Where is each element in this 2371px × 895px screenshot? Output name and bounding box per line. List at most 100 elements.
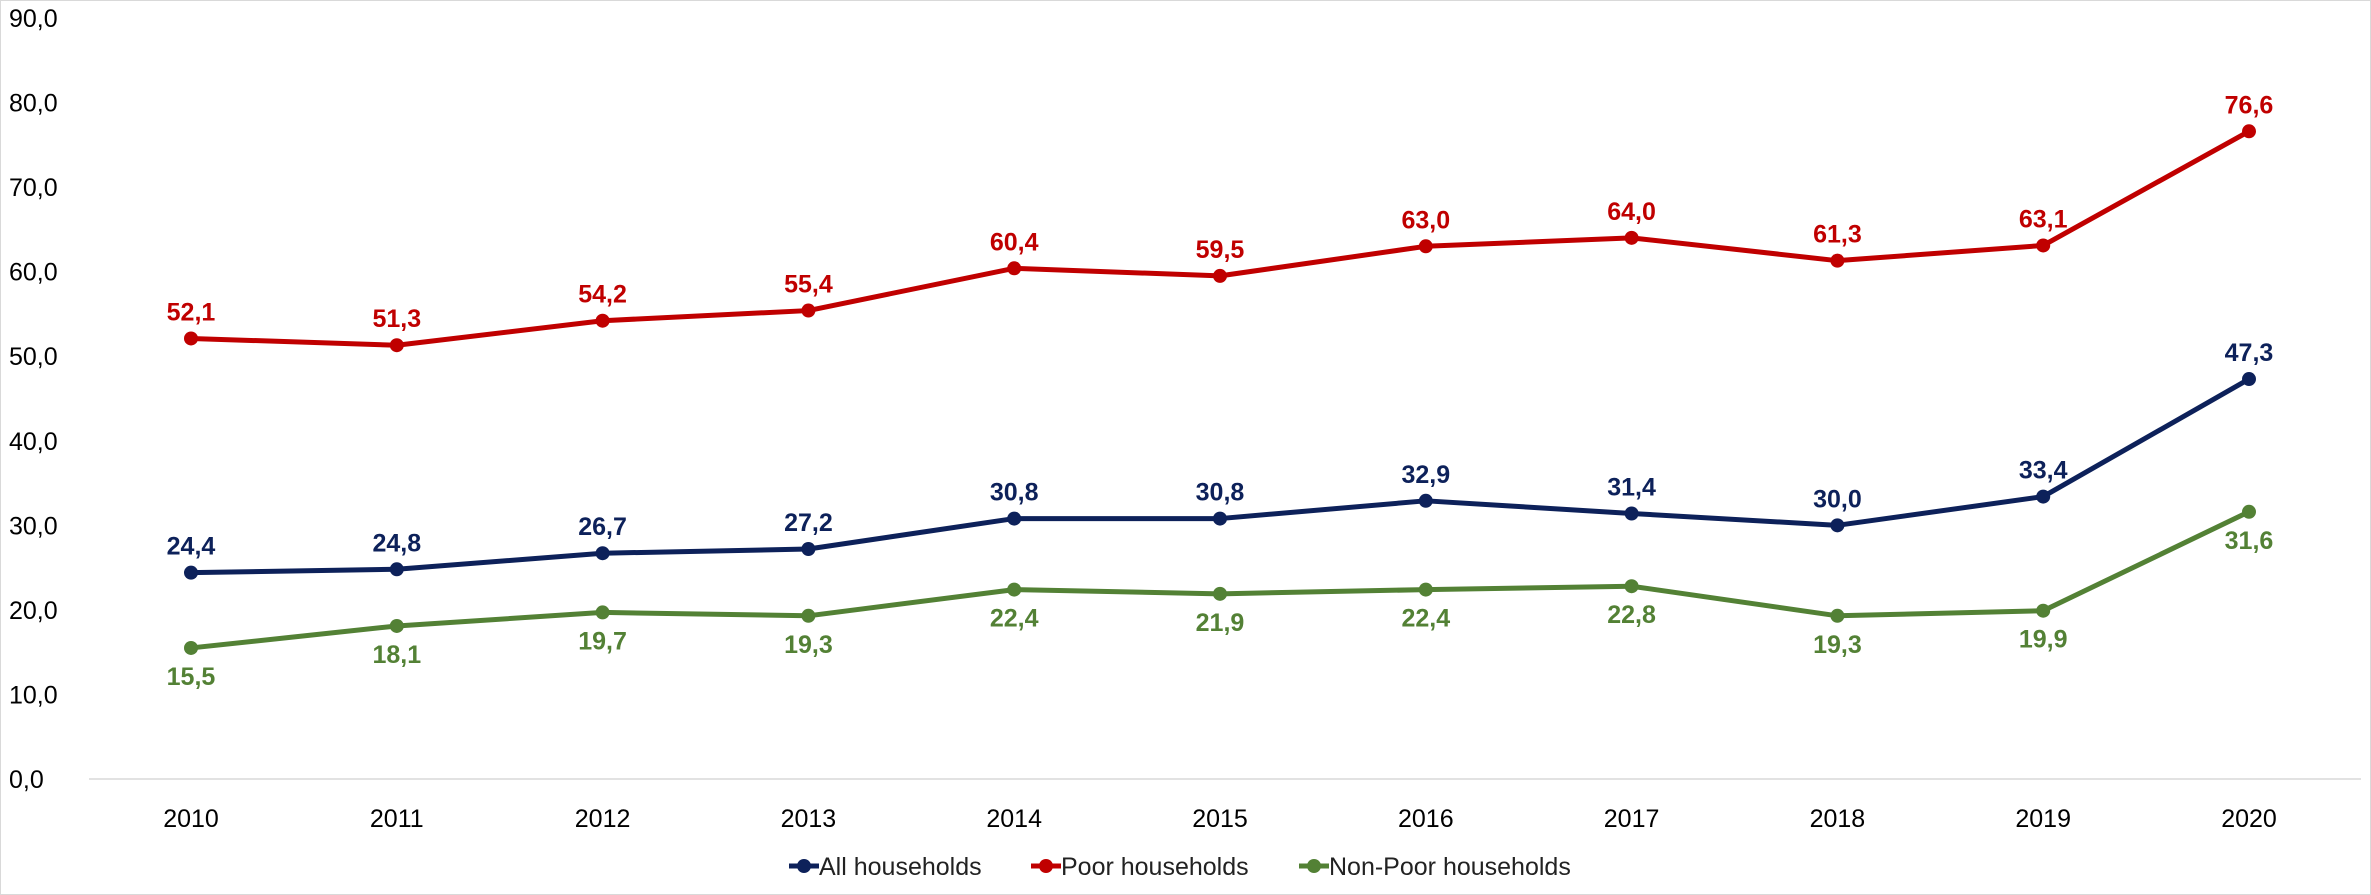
data-point[interactable]	[2242, 504, 2256, 519]
series-non-poor-households: 15,5 18,1 19,7 19,3 22,4 21,9 22,4 22,8 19,3 19,9…	[167, 504, 2274, 691]
data-label: 33,4	[2019, 457, 2068, 485]
y-tick-label: 0,0	[9, 766, 44, 794]
y-tick-label: 80,0	[9, 90, 58, 118]
data-label: 27,2	[784, 509, 833, 537]
data-point[interactable]	[801, 542, 816, 557]
y-tick-label: 90,0	[9, 5, 58, 33]
series-all-households: 24,4 24,8 26,7 27,2 30,8 30,8 32,9 31,4 30,0 33,4…	[167, 339, 2274, 580]
data-label: 52,1	[167, 298, 216, 326]
x-tick-label: 2012	[575, 805, 631, 833]
legend-item[interactable]: Non-Poor households	[1299, 853, 1571, 881]
y-tick-label: 20,0	[9, 597, 58, 625]
y-tick-label: 70,0	[9, 174, 58, 202]
data-label: 30,8	[990, 479, 1039, 507]
y-tick-label: 40,0	[9, 428, 58, 456]
series-poor-households: 52,1 51,3 54,2 55,4 60,4 59,5 63,0 64,0 61,3 63,1…	[167, 91, 2274, 353]
legend-label: All households	[819, 853, 982, 881]
x-tick-label: 2017	[1604, 805, 1660, 833]
data-point[interactable]	[801, 608, 816, 623]
data-label: 19,9	[2019, 626, 2068, 654]
data-point[interactable]	[1213, 268, 1227, 283]
legend-dot-marker	[1039, 859, 1053, 873]
data-point[interactable]	[1418, 239, 1433, 254]
data-label: 24,4	[167, 533, 216, 561]
data-label: 15,5	[167, 663, 216, 691]
data-point[interactable]	[1418, 582, 1433, 597]
x-tick-label: 2010	[163, 805, 219, 833]
data-label: 60,4	[990, 228, 1039, 256]
y-tick-label: 60,0	[9, 259, 58, 287]
data-point[interactable]	[1624, 579, 1639, 594]
legend-label: Poor households	[1061, 853, 1249, 881]
legend-dot-marker	[1307, 859, 1321, 873]
x-tick-label: 2016	[1398, 805, 1454, 833]
data-point[interactable]	[2036, 603, 2051, 618]
legend[interactable]: All households Poor households Non-Poor ho…	[789, 853, 1571, 881]
data-label: 64,0	[1607, 198, 1656, 226]
data-point[interactable]	[1624, 506, 1639, 521]
data-label: 30,0	[1813, 485, 1862, 513]
data-label: 59,5	[1196, 236, 1245, 264]
legend-label: Non-Poor households	[1329, 853, 1571, 881]
data-label: 19,3	[784, 631, 833, 659]
data-label: 26,7	[578, 513, 627, 541]
legend-dot-marker	[797, 859, 811, 873]
data-point[interactable]	[1007, 582, 1022, 597]
data-label: 63,0	[1401, 206, 1450, 234]
data-point[interactable]	[184, 565, 198, 580]
data-label: 22,4	[990, 605, 1039, 633]
x-tick-label: 2019	[2015, 805, 2071, 833]
data-point[interactable]	[595, 605, 610, 620]
data-point[interactable]	[2036, 238, 2051, 253]
legend-item[interactable]: All households	[789, 853, 982, 881]
data-point[interactable]	[2242, 372, 2256, 387]
data-point[interactable]	[1213, 586, 1227, 601]
data-label: 55,4	[784, 271, 833, 299]
data-point[interactable]	[1213, 511, 1227, 526]
x-tick-label: 2020	[2221, 805, 2277, 833]
data-label: 63,1	[2019, 205, 2068, 233]
legend-item[interactable]: Poor households	[1031, 853, 1249, 881]
data-point[interactable]	[2036, 489, 2051, 504]
data-point[interactable]	[389, 562, 404, 577]
data-label: 22,8	[1607, 601, 1656, 629]
data-point[interactable]	[389, 618, 404, 633]
data-label: 19,3	[1813, 631, 1862, 659]
data-label: 61,3	[1813, 221, 1862, 249]
data-point[interactable]	[1007, 511, 1022, 526]
y-tick-label: 50,0	[9, 343, 58, 371]
data-point[interactable]	[1830, 518, 1845, 533]
data-label: 31,6	[2225, 527, 2274, 555]
x-tick-label: 2018	[1810, 805, 1866, 833]
data-label: 18,1	[372, 641, 421, 669]
data-point[interactable]	[1830, 253, 1845, 268]
x-tick-label: 2015	[1192, 805, 1248, 833]
data-label: 76,6	[2225, 91, 2274, 119]
x-tick-label: 2013	[781, 805, 837, 833]
data-point[interactable]	[184, 331, 198, 346]
data-point[interactable]	[1830, 608, 1845, 623]
data-point[interactable]	[184, 640, 198, 655]
data-point[interactable]	[1418, 493, 1433, 508]
data-label: 31,4	[1607, 473, 1656, 501]
series-layer: 24,4 24,8 26,7 27,2 30,8 30,8 32,9 31,4 30,0 33,4…	[167, 91, 2274, 691]
data-label: 54,2	[578, 281, 627, 309]
data-label: 24,8	[372, 529, 421, 557]
y-tick-label: 10,0	[9, 681, 58, 709]
data-point[interactable]	[2242, 124, 2256, 139]
data-point[interactable]	[1624, 230, 1639, 245]
x-axis: 2010 2011 2012 2013 2014 2015 2016 2017 2018 2019…	[163, 805, 2277, 833]
data-label: 47,3	[2225, 339, 2274, 367]
data-point[interactable]	[801, 303, 816, 318]
data-point[interactable]	[1007, 261, 1022, 276]
data-point[interactable]	[595, 546, 610, 561]
y-axis: 0,0 10,0 20,0 30,0 40,0 50,0 60,0 70,0 80,0 90,0	[9, 5, 58, 794]
data-point[interactable]	[389, 338, 404, 353]
data-label: 22,4	[1401, 605, 1450, 633]
data-point[interactable]	[595, 313, 610, 328]
x-tick-label: 2011	[370, 805, 424, 833]
data-label: 51,3	[372, 305, 421, 333]
y-tick-label: 30,0	[9, 512, 58, 540]
